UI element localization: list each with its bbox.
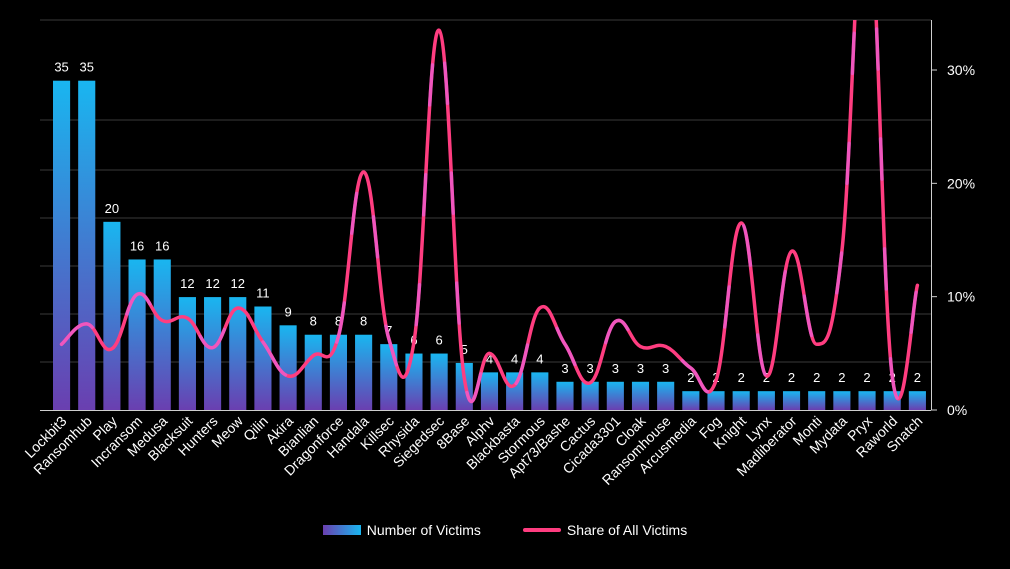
bar-incransom — [128, 259, 146, 410]
bar-handala — [355, 334, 373, 410]
bar-data-label: 8 — [360, 314, 367, 329]
bar-data-label: 5 — [461, 342, 468, 357]
bar-medusa — [153, 259, 171, 410]
legend-label-victims: Number of Victims — [366, 522, 481, 538]
legend-swatch-bar — [322, 525, 361, 535]
bar-mydata — [833, 391, 851, 410]
legend-swatch-line — [522, 528, 561, 532]
bar-madliberator — [782, 391, 801, 410]
bar-data-label: 2 — [738, 370, 745, 385]
bar-data-label: 11 — [256, 286, 270, 301]
bar-arcusmedia — [682, 391, 700, 410]
bar-data-label: 2 — [687, 370, 694, 385]
bar-data-label: 8 — [335, 314, 342, 329]
bar-dragonforce — [329, 334, 348, 410]
bar-killsec — [380, 344, 398, 410]
bar-data-label: 3 — [561, 361, 568, 376]
right-tick-label: 10% — [947, 289, 975, 305]
bar-ransomhub — [78, 80, 96, 410]
bar-data-label: 12 — [205, 276, 219, 291]
bar-data-label: 7 — [385, 323, 392, 338]
bar-lynx — [757, 391, 775, 410]
bar-blacksuit — [178, 297, 196, 410]
bar-data-label: 4 — [486, 351, 493, 366]
bar-data-label: 35 — [79, 60, 93, 75]
bar-meow — [229, 297, 247, 410]
bar-apt73-bashe — [556, 381, 574, 410]
bar-data-label: 3 — [587, 361, 594, 376]
chart-legend: Number of Victims Share of All Victims — [0, 522, 1010, 538]
bar-data-label: 16 — [130, 238, 144, 253]
right-tick-label: 30% — [947, 62, 975, 78]
bar-cicada3301 — [606, 381, 624, 410]
bar-data-label: 3 — [612, 361, 619, 376]
bar-monti — [808, 391, 826, 410]
legend-item-victims: Number of Victims — [322, 522, 481, 538]
bar-rhysida — [405, 353, 423, 410]
bar-siegedsec — [430, 353, 448, 410]
bar-lockbit3 — [53, 80, 71, 410]
right-tick-label: 0% — [947, 402, 967, 418]
bar-snatch — [908, 391, 926, 410]
bar-data-label: 6 — [436, 333, 443, 348]
bar-alphv — [480, 372, 499, 410]
bar-data-label: 8 — [310, 314, 317, 329]
bar-data-label: 2 — [863, 370, 870, 385]
bar-data-label: 4 — [511, 351, 518, 366]
bar-stormous — [531, 372, 549, 410]
bar-ransomhouse — [657, 381, 675, 410]
bar-data-label: 2 — [813, 370, 820, 385]
bar-bianlian — [304, 334, 322, 410]
legend-label-share: Share of All Victims — [566, 522, 688, 538]
bar-akira — [279, 325, 297, 410]
bar-data-label: 12 — [231, 276, 245, 291]
bar-data-label: 4 — [536, 351, 543, 366]
bar-pryx — [858, 391, 876, 410]
bar-fog — [707, 391, 725, 410]
bar-raworld — [883, 391, 901, 410]
bar-data-label: 35 — [54, 60, 68, 75]
bar-qilin — [254, 306, 272, 410]
bar-cactus — [581, 381, 599, 410]
bar-cloak — [631, 381, 650, 410]
bar-data-label: 3 — [637, 361, 644, 376]
bar-data-label: 2 — [914, 370, 921, 385]
bar-data-label: 20 — [105, 201, 119, 216]
bar-data-label: 16 — [155, 238, 169, 253]
bar-data-label: 9 — [284, 304, 291, 319]
legend-item-share: Share of All Victims — [522, 522, 688, 538]
bar-data-label: 2 — [838, 370, 845, 385]
bar-data-label: 3 — [662, 361, 669, 376]
bar-knight — [732, 391, 750, 410]
bar-data-label: 2 — [788, 370, 795, 385]
share-line — [59, 20, 920, 403]
bar-play — [103, 221, 121, 410]
right-tick-label: 20% — [947, 175, 975, 191]
bar-hunters — [204, 297, 222, 410]
bar-data-label: 12 — [180, 276, 194, 291]
